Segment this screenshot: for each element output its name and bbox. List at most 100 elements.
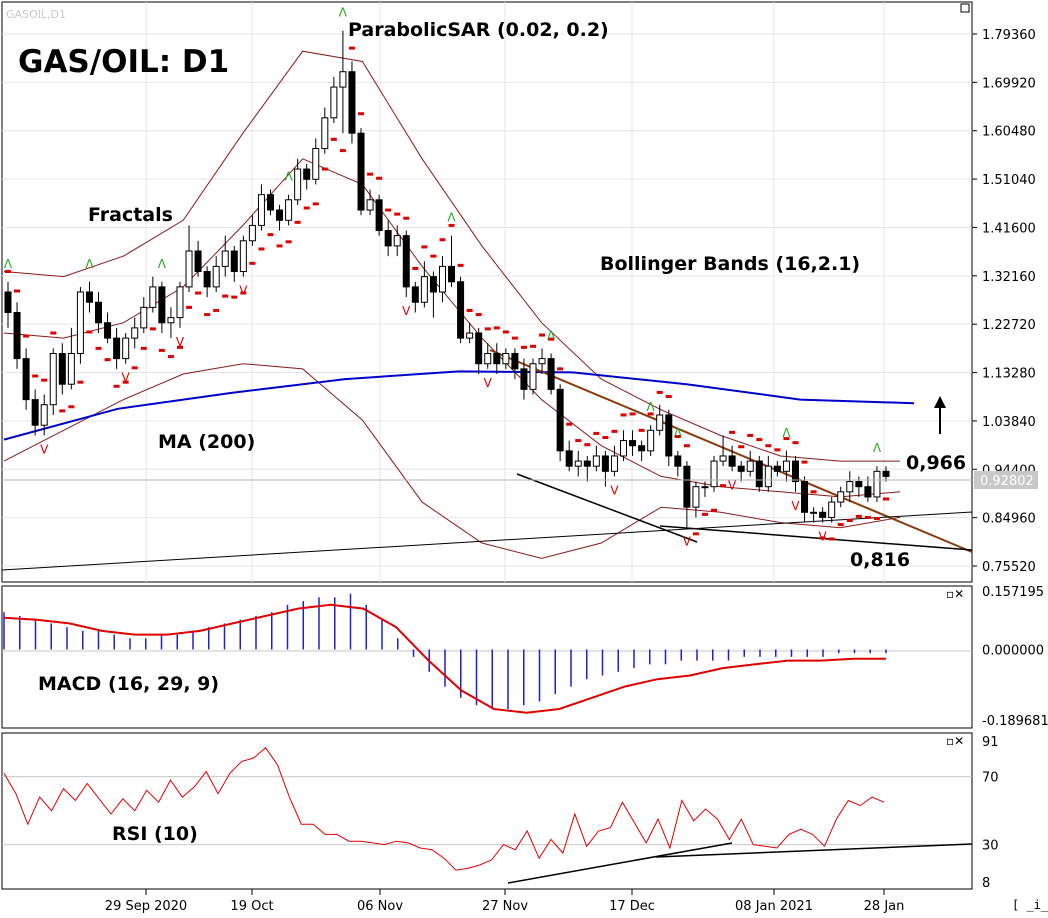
candle-down [855,481,863,488]
candle-up [810,511,818,514]
sar-dot [475,313,482,317]
current-price-value: 0.92802 [980,474,1034,489]
candle-up [782,460,790,472]
candle-down [511,352,519,370]
price-tick-label: 1.03840 [982,415,1036,430]
sar-dot [140,346,147,350]
candle-down [58,352,66,385]
candle-down [547,358,555,390]
fractal-up-icon: Λ [339,6,348,20]
candle-down [683,465,691,508]
info-button[interactable]: [ _i_ ] [1012,898,1048,912]
date-tick-label: 17 Dec [609,899,655,914]
sar-dot [629,412,636,416]
price-tick-label: 1.22720 [982,318,1036,333]
sar-dot [113,384,120,388]
candle-up [484,352,492,365]
sar-dot [448,223,455,227]
price-pane: GASOIL,D1 Λ Λ Λ Λ Λ Λ Λ Λ Λ Λ Λ V V V V V V V V V V V GAS/OIL… [1,1,973,583]
sar-dot [701,512,708,516]
candle-up [285,199,293,221]
ma-label: MA (200) [158,431,255,453]
sar-dot [575,439,582,443]
sar-dot [312,202,319,206]
fractal-up-icon: Λ [85,257,94,271]
sar-dot [285,240,292,244]
resistance-trendline [489,349,973,553]
sar-dot [240,291,247,295]
candle-up [420,276,428,303]
sar-dot [801,460,808,464]
sar-dot [385,208,392,212]
sar-dot [176,345,183,349]
candle-down [773,465,781,472]
candle-up [656,414,664,431]
sar-dot [122,380,129,384]
candle-down [384,230,392,247]
sar-dot [195,291,202,295]
sar-dot [864,515,871,519]
candle-down [22,358,30,401]
candlesticks [4,30,890,528]
candle-up [538,358,546,365]
sar-dot [493,326,500,330]
rsi-tick-label: 91 [982,735,999,750]
sar-dot [765,444,772,448]
candle-down [819,511,827,518]
candle-down [203,271,211,288]
fractal-down-icon: V [683,535,692,549]
candle-up [366,199,374,211]
candle-down [113,337,121,360]
candle-up [140,306,148,329]
support-trendline-2 [659,525,973,551]
fractal-up-icon: Λ [647,400,656,414]
fractals: Λ Λ Λ Λ Λ Λ Λ Λ Λ Λ Λ V V V V V V V V V V V [4,6,882,549]
sar-dot [466,308,473,312]
candle-up [692,486,700,508]
rsi-axis: 91 70 30 8 [982,735,999,891]
candle-up [466,332,474,339]
candle-down [565,450,573,467]
rsi-trendline [507,842,733,884]
sar-dot [548,337,555,341]
candle-up [339,71,347,88]
sar-dot [720,484,727,488]
date-tick-label: 19 Oct [230,899,273,914]
candle-up [131,327,139,339]
candle-down [801,481,809,513]
rsi-pane-controls-icon[interactable]: ▫✕ [946,734,964,748]
sar-dot [330,137,337,141]
rsi-grid [2,776,972,846]
sar-dot [204,313,211,317]
candle-down [475,332,483,365]
sar-dot [294,220,301,224]
sar-dot [158,348,165,352]
candle-down [882,470,890,477]
pane-maximize-icon[interactable] [960,3,970,13]
candle-down [276,209,284,221]
resistance-label: 0,966 [906,452,966,474]
sar-dot [403,216,410,220]
candle-down [638,445,646,452]
sar-dot [23,334,30,338]
sar-dot [792,441,799,445]
price-tick-label: 0.75520 [982,560,1036,575]
sar-dot [376,176,383,180]
moving-average-200 [3,370,915,441]
candle-down [230,250,238,273]
fractal-up-icon: Λ [674,426,683,440]
macd-pane-frame [1,585,973,729]
sar-dot [276,244,283,248]
rsi-tick-label: 8 [982,876,990,891]
macd-pane-controls-icon[interactable]: ▫✕ [946,587,964,601]
bollinger-label: Bollinger Bands (16,2.1) [600,253,860,275]
rsi-trendline-2 [655,843,973,858]
candle-down [95,301,103,324]
sar-dot [358,112,365,116]
candle-down [303,168,311,180]
price-pane-frame [1,1,973,583]
sar-dot [249,261,256,265]
sar-dot [77,380,84,384]
sar-dot [59,409,66,413]
sar-dot [774,448,781,452]
